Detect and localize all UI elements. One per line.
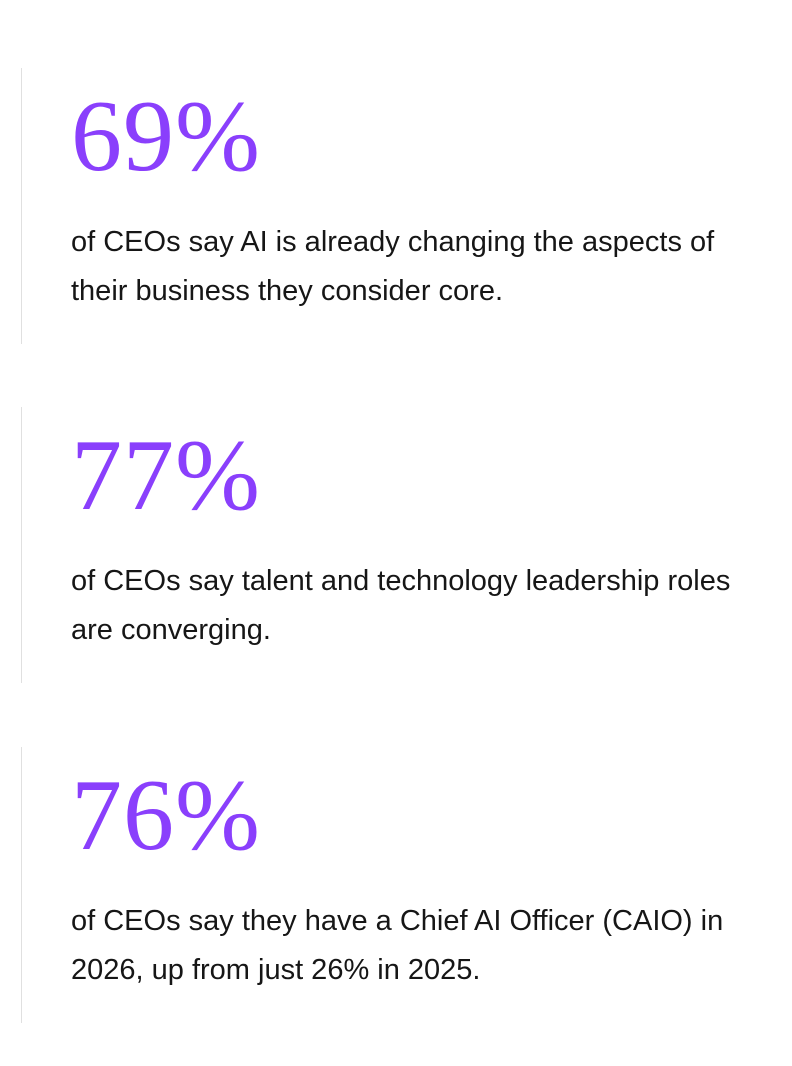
stat-block: 76% of CEOs say they have a Chief AI Off…	[21, 747, 761, 1023]
stat-text: of CEOs say they have a Chief AI Officer…	[71, 905, 724, 986]
stat-text: of CEOs say talent and technology leader…	[71, 565, 731, 646]
stat-block: 77% of CEOs say talent and technology le…	[21, 407, 761, 683]
stat-value: 76%	[71, 759, 261, 872]
stat-value: 69%	[71, 80, 261, 193]
stat-value: 77%	[71, 419, 261, 532]
stat-text: of CEOs say AI is already changing the a…	[71, 226, 715, 307]
stat-block: 69% of CEOs say AI is already changing t…	[21, 68, 761, 344]
